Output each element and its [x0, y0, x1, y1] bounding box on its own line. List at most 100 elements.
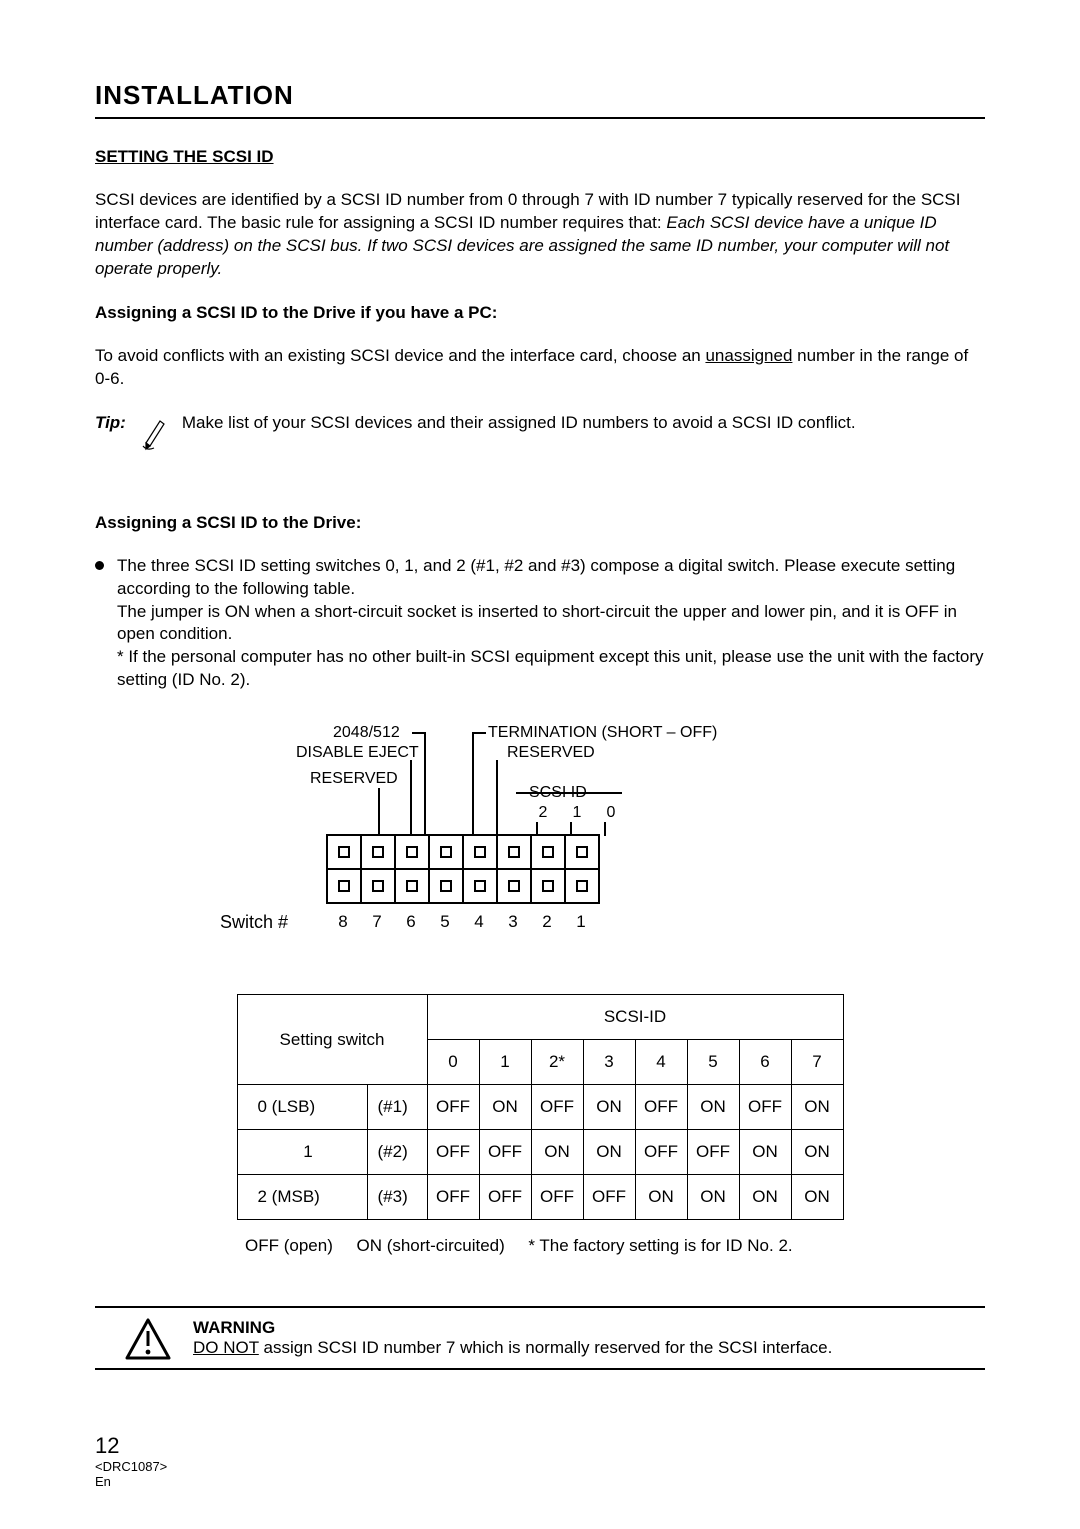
para-pc-a: To avoid conflicts with an existing SCSI…	[95, 346, 705, 365]
pin-icon	[576, 880, 588, 892]
pin-icon	[508, 846, 520, 858]
cell: 1	[237, 1130, 367, 1175]
cell: OFF	[427, 1175, 479, 1220]
cell: 2 (MSB)	[237, 1175, 367, 1220]
pin-icon	[372, 880, 384, 892]
pin-icon	[542, 880, 554, 892]
cell: ON	[687, 1175, 739, 1220]
jumper-cell	[362, 870, 396, 904]
line	[378, 788, 380, 836]
label-termination: TERMINATION (SHORT – OFF)	[488, 724, 717, 742]
cell: ON	[791, 1130, 843, 1175]
table-row: 2 (MSB) (#3) OFF OFF OFF OFF ON ON ON ON	[237, 1175, 843, 1220]
jumper-cell	[362, 836, 396, 870]
line	[604, 822, 606, 836]
bullet-dot-icon	[95, 561, 104, 570]
pin-icon	[440, 846, 452, 858]
line	[516, 792, 622, 794]
num: 2	[530, 912, 564, 932]
th-setting-switch: Setting switch	[237, 995, 427, 1085]
cell: 4	[635, 1040, 687, 1085]
table-row: 0 (LSB) (#1) OFF ON OFF ON OFF ON OFF ON	[237, 1085, 843, 1130]
num: 0	[594, 804, 628, 822]
line	[424, 732, 426, 836]
cell: ON	[531, 1130, 583, 1175]
pin-icon	[576, 846, 588, 858]
cell: OFF	[479, 1130, 531, 1175]
switch-label: Switch #	[220, 912, 288, 933]
num: 1	[560, 804, 594, 822]
cell: ON	[583, 1130, 635, 1175]
cell: (#1)	[367, 1085, 427, 1130]
pin-icon	[542, 846, 554, 858]
table-note: OFF (open) ON (short-circuited) * The fa…	[245, 1236, 985, 1256]
label-reserved-right: RESERVED	[507, 744, 595, 762]
warning-rule-bottom	[95, 1368, 985, 1370]
line	[410, 760, 412, 836]
line	[496, 760, 498, 836]
jumper-cell	[328, 836, 362, 870]
cell: OFF	[583, 1175, 635, 1220]
tip-label: Tip:	[95, 413, 126, 433]
jumper-cell	[430, 870, 464, 904]
cell: OFF	[427, 1085, 479, 1130]
num: 6	[394, 912, 428, 932]
cell: 1	[479, 1040, 531, 1085]
pin-icon	[406, 880, 418, 892]
pin-icon	[338, 846, 350, 858]
para-pc-b: unassigned	[705, 346, 792, 365]
cell: 6	[739, 1040, 791, 1085]
cell: ON	[687, 1085, 739, 1130]
pin-icon	[406, 846, 418, 858]
warning-rule-top	[95, 1306, 985, 1308]
num: 7	[360, 912, 394, 932]
jumper-diagram: 2048/512 DISABLE EJECT RESERVED TERMINAT…	[220, 722, 860, 962]
cell: 0	[427, 1040, 479, 1085]
warning-body: assign SCSI ID number 7 which is normall…	[259, 1338, 833, 1357]
scsi-id-table: Setting switch SCSI-ID 0 1 2* 3 4 5 6 7 …	[237, 994, 844, 1220]
lang-code: En	[95, 1474, 167, 1489]
warning-text: WARNING DO NOT assign SCSI ID number 7 w…	[193, 1318, 832, 1358]
num: 3	[496, 912, 530, 932]
bullet-line3: * If the personal computer has no other …	[117, 646, 985, 692]
tip-text: Make list of your SCSI devices and their…	[182, 413, 856, 433]
scsi-id-col-numbers: 2 1 0	[526, 804, 628, 822]
jumper-cell	[396, 870, 430, 904]
cell: ON	[739, 1130, 791, 1175]
cell: OFF	[531, 1085, 583, 1130]
pencil-icon	[140, 413, 168, 453]
cell: ON	[583, 1085, 635, 1130]
pin-icon	[508, 880, 520, 892]
jumper-cell	[396, 836, 430, 870]
cell: ON	[791, 1175, 843, 1220]
bullet-line1: The three SCSI ID setting switches 0, 1,…	[117, 555, 985, 601]
label-disable-eject: DISABLE EJECT	[296, 744, 419, 762]
cell: OFF	[479, 1175, 531, 1220]
line	[472, 732, 474, 836]
page-title: INSTALLATION	[95, 80, 985, 111]
th-scsi-id: SCSI-ID	[427, 995, 843, 1040]
pin-icon	[372, 846, 384, 858]
cell: ON	[739, 1175, 791, 1220]
pin-icon	[440, 880, 452, 892]
cell: OFF	[427, 1130, 479, 1175]
table-row: 1 (#2) OFF OFF ON ON OFF OFF ON ON	[237, 1130, 843, 1175]
page-footer: 12 <DRC1087> En	[95, 1433, 167, 1489]
jumper-cell	[532, 836, 566, 870]
jumper-cell	[566, 870, 600, 904]
warning-label: WARNING	[193, 1318, 832, 1338]
subheading-drive: Assigning a SCSI ID to the Drive:	[95, 513, 985, 533]
jumper-cell	[532, 870, 566, 904]
cell: OFF	[531, 1175, 583, 1220]
num: 1	[564, 912, 598, 932]
label-2048: 2048/512	[333, 724, 400, 742]
tip-row: Tip: Make list of your SCSI devices and …	[95, 413, 985, 453]
num: 5	[428, 912, 462, 932]
subheading-pc: Assigning a SCSI ID to the Drive if you …	[95, 303, 985, 323]
cell: 2*	[531, 1040, 583, 1085]
pin-icon	[474, 846, 486, 858]
jumper-cell	[498, 836, 532, 870]
para-pc: To avoid conflicts with an existing SCSI…	[95, 345, 985, 391]
intro-paragraph: SCSI devices are identified by a SCSI ID…	[95, 189, 985, 281]
cell: (#2)	[367, 1130, 427, 1175]
